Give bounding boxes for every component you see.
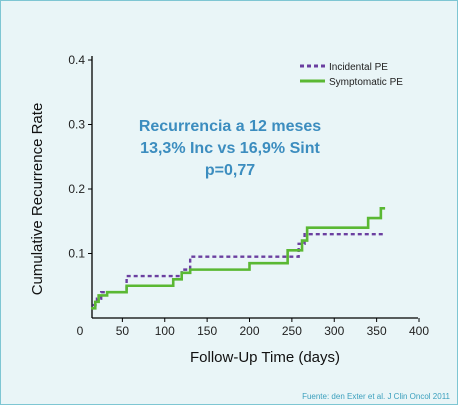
annotation-line-2: 13,3% Inc vs 16,9% Sint (140, 140, 320, 157)
y-axis-title: Cumulative Recurrence Rate (29, 103, 46, 296)
source-note: Fuente: den Exter et al. J Clin Oncol 20… (302, 392, 450, 401)
y-tick-label: 0.2 (68, 182, 85, 196)
x-tick-label: 300 (324, 324, 344, 338)
annotation-block: Recurrencia a 12 meses 13,3% Inc vs 16,9… (139, 118, 321, 179)
x-tick-label: 150 (197, 324, 217, 338)
series-line-symptomatic-pe (91, 207, 386, 310)
y-tick-label: 0.4 (68, 53, 85, 67)
series-line-incidental-pe (92, 232, 386, 307)
x-tick-label: 0 (77, 324, 84, 338)
x-tick-label: 400 (409, 324, 429, 338)
x-tick-label: 200 (239, 324, 259, 338)
y-tick-label: 0.1 (68, 247, 85, 261)
annotation-line-3: p=0,77 (205, 162, 255, 179)
plot-area: 0 50 100 150 200 250 300 350 400 0.1 0.2 0.3 0.4 (68, 53, 429, 338)
x-tick-label: 250 (282, 324, 302, 338)
x-tick-label: 350 (367, 324, 387, 338)
x-axis-title: Follow-Up Time (days) (190, 349, 340, 366)
legend-label-symptomatic-pe: Symptomatic PE (329, 77, 403, 88)
y-tick-label: 0.3 (68, 118, 85, 132)
x-tick-label: 50 (116, 324, 130, 338)
annotation-line-1: Recurrencia a 12 meses (139, 118, 321, 135)
series-layer (91, 207, 386, 310)
x-ticks: 0 50 100 150 200 250 300 350 400 (77, 318, 429, 338)
legend-label-incidental-pe: Incidental PE (329, 62, 388, 73)
legend: Incidental PE Symptomatic PE (300, 62, 403, 88)
x-tick-label: 100 (155, 324, 175, 338)
y-ticks: 0.1 0.2 0.3 0.4 (68, 53, 92, 261)
